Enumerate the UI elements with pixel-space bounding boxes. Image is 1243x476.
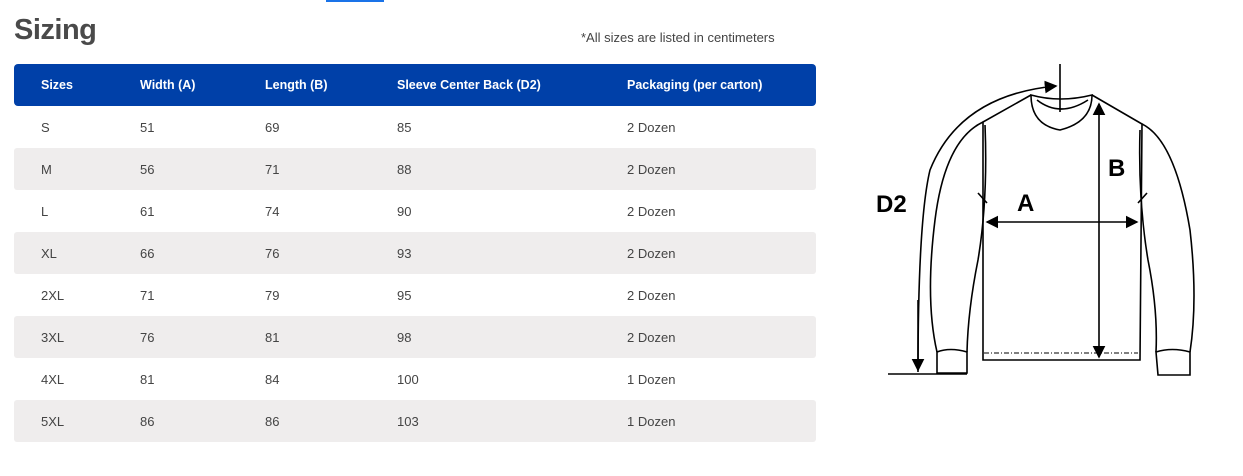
cell-size: S — [41, 119, 50, 135]
garment-outline — [929, 93, 1195, 376]
cell-width: 81 — [140, 371, 155, 387]
cell-sleeve: 90 — [397, 203, 412, 219]
cell-length: 86 — [265, 413, 280, 429]
cell-length: 69 — [265, 119, 280, 135]
table-row: 3XL 76 81 98 2 Dozen — [14, 316, 816, 358]
cell-sleeve: 93 — [397, 245, 412, 261]
cell-width: 86 — [140, 413, 155, 429]
cell-size: 5XL — [41, 413, 65, 429]
cell-sleeve: 85 — [397, 119, 412, 135]
cell-sleeve: 88 — [397, 161, 412, 177]
size-table: Sizes Width (A) Length (B) Sleeve Center… — [14, 64, 816, 442]
table-header: Sizes Width (A) Length (B) Sleeve Center… — [14, 64, 816, 106]
cell-packaging: 1 Dozen — [627, 413, 676, 429]
cell-packaging: 2 Dozen — [627, 245, 676, 261]
table-row: 2XL 71 79 95 2 Dozen — [14, 274, 816, 316]
cell-width: 66 — [140, 245, 155, 261]
cell-length: 74 — [265, 203, 280, 219]
cell-packaging: 2 Dozen — [627, 203, 676, 219]
cell-sleeve: 95 — [397, 287, 412, 303]
header-sizes: Sizes — [41, 78, 73, 92]
cell-length: 84 — [265, 371, 280, 387]
table-row: 5XL 86 86 103 1 Dozen — [14, 400, 816, 442]
label-b: B — [1108, 155, 1125, 182]
cell-packaging: 2 Dozen — [627, 161, 676, 177]
cell-width: 61 — [140, 203, 155, 219]
table-row: 4XL 81 84 100 1 Dozen — [14, 358, 816, 400]
table-row: XL 66 76 93 2 Dozen — [14, 232, 816, 274]
cell-size: L — [41, 203, 49, 219]
units-note: *All sizes are listed in centimeters — [581, 30, 775, 45]
cell-length: 71 — [265, 161, 280, 177]
cell-sleeve: 98 — [397, 329, 412, 345]
cell-packaging: 2 Dozen — [627, 287, 676, 303]
cell-length: 76 — [265, 245, 280, 261]
cell-packaging: 2 Dozen — [627, 329, 676, 345]
sweatshirt-diagram: D2 A B — [876, 64, 1195, 376]
cell-size: M — [41, 161, 52, 177]
cell-width: 71 — [140, 287, 155, 303]
cell-packaging: 2 Dozen — [627, 119, 676, 135]
cell-length: 81 — [265, 329, 280, 345]
d2-measure-arrow — [917, 80, 1058, 373]
cell-sleeve: 103 — [397, 413, 419, 429]
cell-width: 56 — [140, 161, 155, 177]
cell-size: 4XL — [41, 371, 65, 387]
header-width: Width (A) — [140, 78, 196, 92]
header-packaging: Packaging (per carton) — [627, 78, 763, 92]
cell-sleeve: 100 — [397, 371, 419, 387]
cell-width: 76 — [140, 329, 155, 345]
table-row: S 51 69 85 2 Dozen — [14, 106, 816, 148]
header-length: Length (B) — [265, 78, 328, 92]
cell-size: XL — [41, 245, 57, 261]
cell-size: 3XL — [41, 329, 65, 345]
table-row: L 61 74 90 2 Dozen — [14, 190, 816, 232]
label-d2: D2 — [876, 191, 907, 218]
cell-packaging: 1 Dozen — [627, 371, 676, 387]
table-row: M 56 71 88 2 Dozen — [14, 148, 816, 190]
header-sleeve: Sleeve Center Back (D2) — [397, 78, 541, 92]
page-title: Sizing — [14, 14, 97, 46]
cell-width: 51 — [140, 119, 155, 135]
active-tab-indicator — [326, 0, 384, 2]
cell-size: 2XL — [41, 287, 65, 303]
label-a: A — [1017, 190, 1034, 217]
cell-length: 79 — [265, 287, 280, 303]
